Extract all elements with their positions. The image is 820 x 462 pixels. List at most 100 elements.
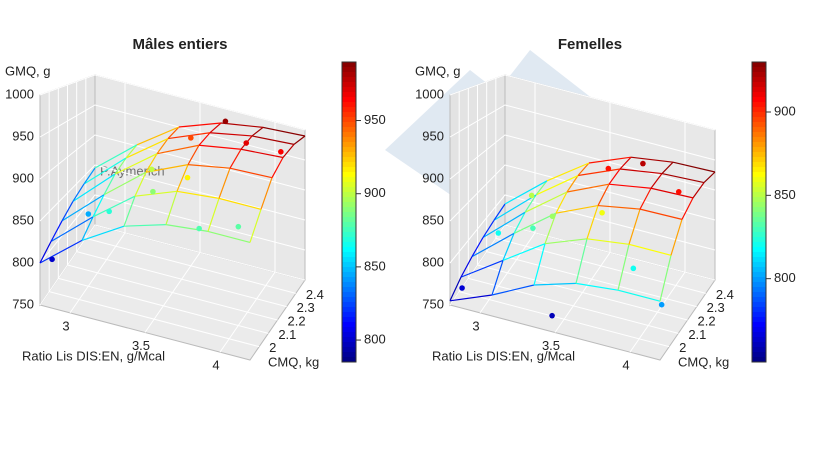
surface-mesh: [218, 197, 262, 210]
colorbar-tick-label: 800: [364, 331, 386, 346]
surface-mesh: [260, 177, 273, 210]
colorbar-segment: [342, 232, 356, 238]
surface-mesh: [449, 276, 462, 302]
surface-mesh: [491, 260, 504, 296]
surface-mesh: [103, 171, 147, 196]
surface-mesh: [630, 156, 674, 163]
colorbar-segment: [342, 197, 356, 203]
colorbar-segment: [752, 257, 766, 263]
x-axis-title: Ratio Lis DIS:EN, g/Mcal: [22, 348, 165, 363]
surface-mesh: [566, 175, 579, 193]
surface-mesh: [136, 126, 180, 146]
colorbar-segment: [752, 357, 766, 363]
colorbar-segment: [752, 107, 766, 113]
surface-mesh: [597, 204, 641, 210]
surface-mesh: [209, 132, 253, 137]
data-point: [528, 192, 535, 199]
surface-mesh: [544, 238, 588, 245]
colorbar-segment: [752, 62, 766, 68]
surface-mesh: [50, 220, 63, 242]
y-grid-line: [85, 78, 296, 294]
surface-mesh: [493, 194, 537, 221]
colorbar-segment: [342, 282, 356, 288]
surface-mesh: [597, 183, 610, 206]
colorbar-segment: [752, 147, 766, 153]
colorbar-segment: [752, 192, 766, 198]
data-point: [222, 118, 229, 125]
surface-mesh: [608, 168, 621, 185]
data-point: [188, 135, 194, 141]
colorbar-tick-label: 900: [364, 185, 386, 200]
surface-mesh: [661, 172, 705, 184]
surface-mesh: [471, 232, 515, 258]
y-tick-label: 2.4: [306, 287, 324, 302]
colorbar-tick-label: 850: [774, 187, 796, 202]
surface-mesh: [229, 148, 242, 169]
z-tick-label: 850: [12, 212, 34, 227]
colorbar-segment: [342, 127, 356, 133]
data-point: [150, 188, 156, 195]
colorbar-segment: [752, 277, 766, 283]
colorbar-segment: [752, 222, 766, 228]
surface-mesh: [608, 183, 652, 189]
surface-mesh: [134, 171, 147, 197]
colorbar-tick-label: 950: [364, 112, 386, 127]
colorbar-segment: [752, 352, 766, 358]
colorbar-segment: [752, 87, 766, 93]
surface-mesh: [681, 197, 694, 220]
surface-mesh: [502, 243, 546, 261]
y-grid-line: [48, 91, 260, 348]
y-grid-line: [57, 88, 269, 334]
colorbar-segment: [342, 92, 356, 98]
colorbar-segment: [342, 327, 356, 333]
data-point: [640, 160, 646, 167]
surface-mesh: [114, 153, 158, 175]
z-axis-title: GMQ, g: [415, 63, 461, 78]
y-grid-line: [477, 85, 688, 321]
surface-mesh: [187, 164, 231, 169]
surface-mesh: [493, 203, 506, 221]
y-tick-label: 2.2: [288, 313, 306, 328]
surface-mesh: [692, 182, 705, 199]
y-tick-label: 2.1: [278, 327, 296, 342]
colorbar-segment: [342, 62, 356, 68]
colorbar-segment: [752, 182, 766, 188]
colorbar-segment: [342, 147, 356, 153]
data-point: [148, 166, 155, 173]
data-point: [278, 149, 284, 155]
colorbar-segment: [342, 307, 356, 313]
colorbar-segment: [752, 227, 766, 233]
colorbar-segment: [752, 267, 766, 273]
surface-mesh: [123, 224, 167, 227]
colorbar-frame: [341, 61, 357, 363]
colorbar-segment: [342, 162, 356, 168]
colorbar-segment: [342, 302, 356, 308]
z-tick-label: 800: [12, 254, 34, 269]
surface-mesh: [659, 255, 672, 302]
colorbar-segment: [342, 352, 356, 358]
colorbar-segment: [752, 122, 766, 128]
data-point: [658, 301, 665, 308]
chart-title: Mâles entiers: [132, 36, 227, 53]
y-tick-label: 2.3: [297, 300, 315, 315]
z-tick-label: 1000: [415, 86, 444, 101]
surface-mesh: [555, 204, 599, 214]
colorbar-segment: [342, 207, 356, 213]
y-tick-label: 2.3: [707, 300, 725, 315]
colorbar-segment: [342, 227, 356, 233]
colorbar-segment: [752, 307, 766, 313]
data-point: [630, 265, 637, 272]
colorbar-segment: [342, 277, 356, 283]
surface-mesh: [619, 168, 663, 175]
surface-mesh: [251, 135, 295, 145]
surface-mesh: [81, 225, 125, 241]
colorbar-segment: [342, 77, 356, 83]
colorbar-segment: [752, 337, 766, 343]
colorbar-segment: [342, 142, 356, 148]
colorbar-segment: [342, 252, 356, 258]
surface-mesh: [555, 191, 568, 214]
colorbar-segment: [342, 317, 356, 323]
colorbar-segment: [752, 312, 766, 318]
surface-mesh: [134, 190, 178, 197]
surface-mesh: [588, 156, 632, 164]
